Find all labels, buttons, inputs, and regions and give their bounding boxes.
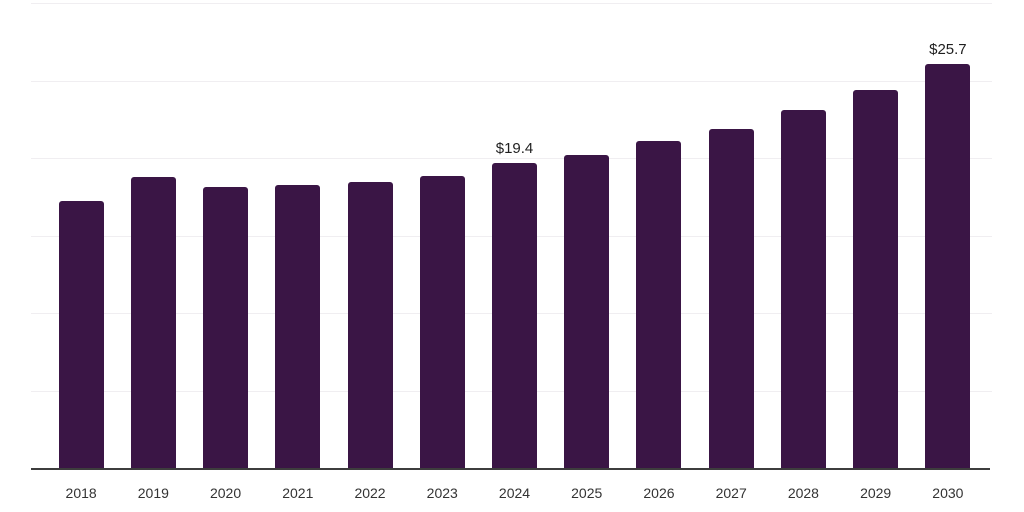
bar-group[interactable] bbox=[419, 175, 465, 468]
x-axis-labels: 2018 2019 2020 2021 2022 2023 2024 2025 2026 2027… bbox=[31, 470, 992, 512]
bar[interactable] bbox=[130, 177, 176, 468]
bar[interactable] bbox=[636, 141, 682, 468]
bar-group[interactable] bbox=[275, 185, 321, 468]
bar-group[interactable] bbox=[130, 177, 176, 468]
bar[interactable] bbox=[564, 155, 610, 468]
bar-group[interactable] bbox=[780, 109, 826, 468]
bars-layer: $19.4 $25.7 bbox=[31, 0, 992, 470]
bar-group[interactable] bbox=[636, 141, 682, 468]
x-tick-label-2027: 2027 bbox=[715, 485, 747, 501]
bar[interactable] bbox=[708, 128, 754, 468]
bar-value-label: $19.4 bbox=[495, 140, 534, 158]
bar-group[interactable] bbox=[708, 128, 754, 468]
x-tick-label-2020: 2020 bbox=[209, 485, 242, 501]
x-tick-label-2025: 2025 bbox=[571, 485, 603, 501]
x-tick-label-2023: 2023 bbox=[426, 485, 458, 501]
bar-group[interactable] bbox=[58, 201, 104, 468]
plot-area: $19.4 $25.7 bbox=[31, 0, 992, 470]
x-tick-label-2029: 2029 bbox=[860, 485, 892, 501]
x-tick-label-2021: 2021 bbox=[282, 485, 314, 501]
x-axis-line bbox=[31, 468, 990, 470]
bar[interactable] bbox=[853, 89, 899, 468]
x-tick-label-2022: 2022 bbox=[354, 485, 386, 501]
bar[interactable] bbox=[925, 64, 971, 468]
bar-group[interactable] bbox=[203, 186, 249, 468]
x-tick-label-2018: 2018 bbox=[65, 485, 97, 501]
bar[interactable] bbox=[275, 185, 321, 468]
bar-value-label: $25.7 bbox=[929, 41, 967, 59]
bar[interactable] bbox=[419, 175, 465, 468]
bar[interactable] bbox=[492, 163, 537, 468]
bar-group[interactable] bbox=[347, 182, 393, 468]
x-tick-label-2028: 2028 bbox=[787, 485, 819, 501]
bar-group[interactable] bbox=[564, 155, 610, 468]
bar[interactable] bbox=[780, 109, 826, 468]
bar[interactable] bbox=[203, 186, 249, 468]
bar-group[interactable]: $19.4 bbox=[492, 140, 537, 468]
bar[interactable] bbox=[347, 182, 393, 468]
bar-group[interactable] bbox=[853, 89, 899, 468]
bar-group[interactable]: $25.7 bbox=[925, 41, 971, 468]
x-tick-label-2026: 2026 bbox=[643, 485, 675, 501]
bar[interactable] bbox=[58, 201, 104, 468]
x-tick-label-2024: 2024 bbox=[498, 485, 531, 501]
x-tick-label-2019: 2019 bbox=[137, 485, 169, 501]
x-tick-label-2030: 2030 bbox=[932, 485, 964, 501]
